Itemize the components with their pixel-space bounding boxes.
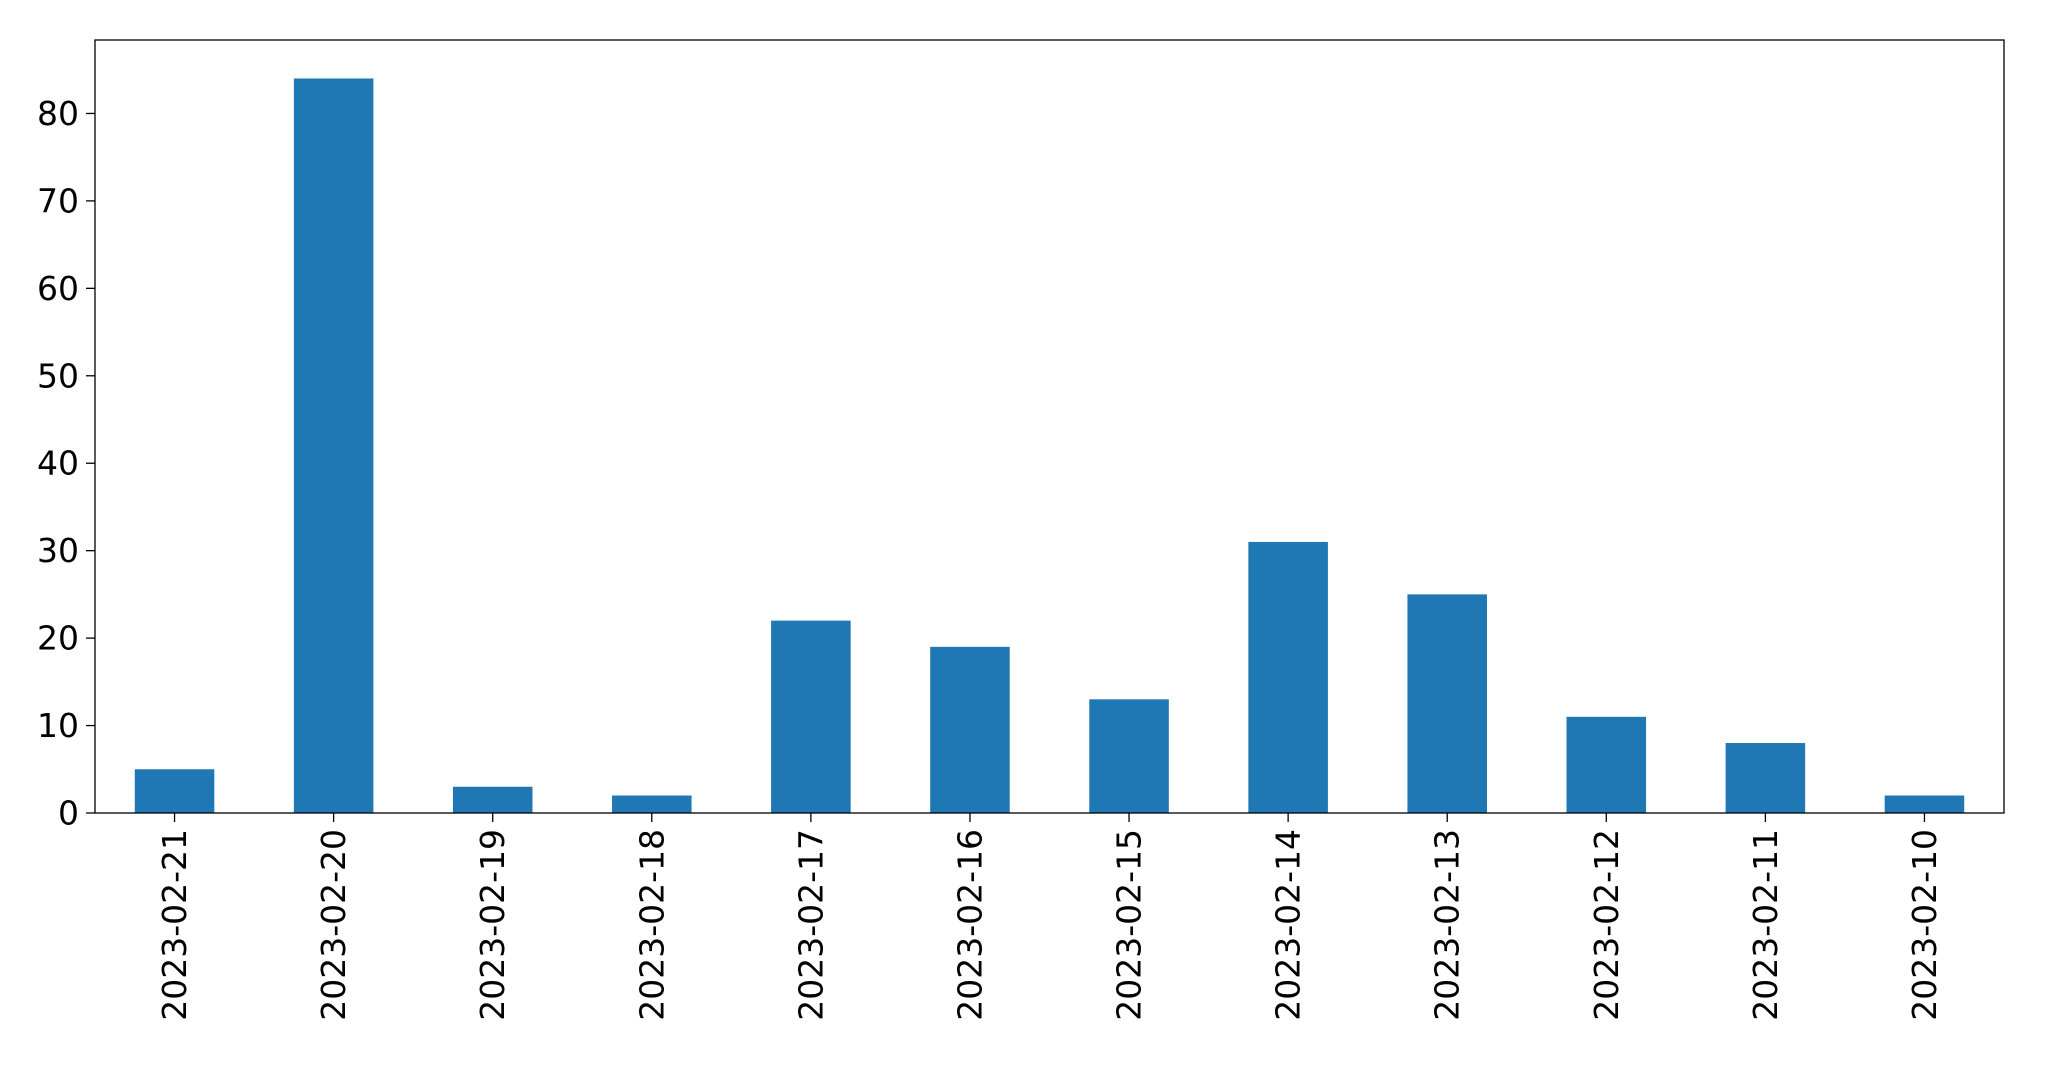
bar-2023-02-16 xyxy=(930,646,1010,813)
x-tick-label: 2023-02-14 xyxy=(1269,829,1308,1021)
bar-2023-02-21 xyxy=(134,769,215,813)
bar-2023-02-19 xyxy=(452,786,533,813)
bar-2023-02-17 xyxy=(771,620,851,813)
x-tick-label: 2023-02-19 xyxy=(473,829,512,1021)
y-axis: 0 10 20 30 40 50 60 70 80 xyxy=(37,94,95,833)
x-tick-label: 2023-02-20 xyxy=(314,829,353,1021)
bar-2023-02-18 xyxy=(612,795,692,813)
y-tick-label: 10 xyxy=(37,706,79,745)
bar-2023-02-15 xyxy=(1089,699,1169,813)
y-tick-label: 40 xyxy=(37,444,79,483)
bar-2023-02-13 xyxy=(1407,594,1487,813)
y-tick-label: 80 xyxy=(37,94,79,133)
x-tick-label: 2023-02-11 xyxy=(1746,829,1785,1021)
y-tick-label: 0 xyxy=(58,794,79,833)
bar-2023-02-11 xyxy=(1725,743,1806,813)
y-tick-label: 30 xyxy=(37,531,79,570)
y-tick-label: 20 xyxy=(37,619,79,658)
x-tick-label: 2023-02-13 xyxy=(1428,829,1467,1021)
x-tick-label: 2023-02-21 xyxy=(155,829,194,1021)
x-tick-label: 2023-02-12 xyxy=(1587,829,1626,1021)
bars-layer xyxy=(134,78,1965,814)
y-tick-label: 60 xyxy=(37,269,79,308)
x-tick-label: 2023-02-17 xyxy=(791,829,830,1021)
x-tick-label: 2023-02-15 xyxy=(1110,829,1149,1021)
x-tick-label: 2023-02-18 xyxy=(632,829,671,1021)
y-tick-label: 50 xyxy=(37,356,79,395)
x-tick-label: 2023-02-16 xyxy=(950,829,989,1021)
bar-2023-02-10 xyxy=(1884,795,1965,813)
y-tick-label: 70 xyxy=(37,181,79,220)
bar-2023-02-12 xyxy=(1566,716,1647,813)
bar-2023-02-14 xyxy=(1248,541,1328,813)
x-axis: 2023-02-21 2023-02-20 2023-02-19 2023-02-18… xyxy=(155,813,1944,1021)
x-tick-label: 2023-02-10 xyxy=(1905,829,1944,1021)
bar-2023-02-20 xyxy=(293,78,374,814)
plot-frame xyxy=(94,39,2005,814)
